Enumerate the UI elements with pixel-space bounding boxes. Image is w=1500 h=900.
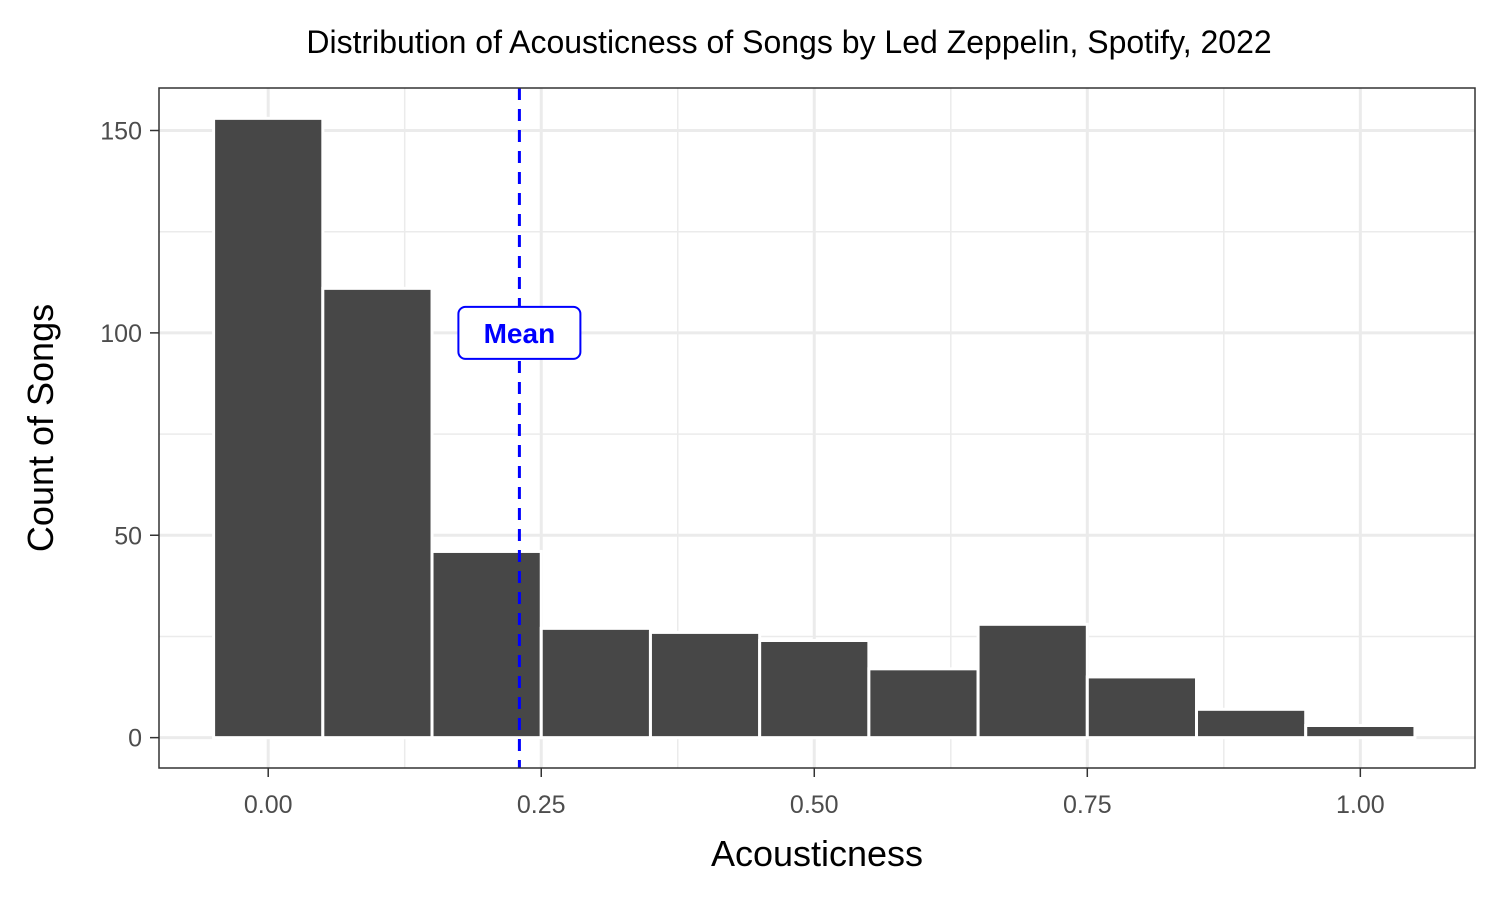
x-axis-title: Acousticness	[711, 833, 923, 874]
y-axis: 0 50 100 150	[100, 118, 159, 753]
y-tick-label: 0	[128, 725, 142, 753]
mean-layer: Mean	[457, 88, 582, 768]
plot-panel-border	[158, 87, 1476, 769]
histogram-bar	[648, 630, 762, 740]
histogram-bar	[212, 116, 325, 740]
minor-gridlines	[159, 88, 1475, 768]
x-tick-label: 0.75	[1063, 791, 1112, 819]
x-tick-label: 1.00	[1336, 791, 1385, 819]
x-tick-label: 0.25	[517, 791, 566, 819]
mean-label-box	[457, 305, 582, 360]
y-axis-title: Count of Songs	[20, 304, 61, 552]
mean-label: Mean	[484, 318, 556, 349]
histogram-bar	[867, 667, 980, 740]
histogram-bar	[430, 549, 543, 740]
histogram-bar	[758, 639, 871, 740]
bars	[212, 116, 1417, 740]
histogram-bar	[1085, 675, 1199, 740]
x-tick-label: 0.50	[790, 791, 839, 819]
x-axis: 0.00 0.25 0.50 0.75 1.00	[244, 768, 1385, 819]
x-tick-label: 0.00	[244, 791, 293, 819]
histogram-bar	[1304, 724, 1417, 740]
y-tick-label: 50	[114, 522, 142, 550]
histogram-bar	[539, 626, 652, 740]
y-tick-label: 100	[100, 320, 142, 348]
y-tick-label: 150	[100, 118, 142, 146]
histogram-bar	[321, 286, 434, 740]
chart-title: Distribution of Acousticness of Songs by…	[306, 24, 1271, 60]
histogram-bar	[1195, 707, 1308, 740]
histogram-bar	[976, 622, 1089, 740]
